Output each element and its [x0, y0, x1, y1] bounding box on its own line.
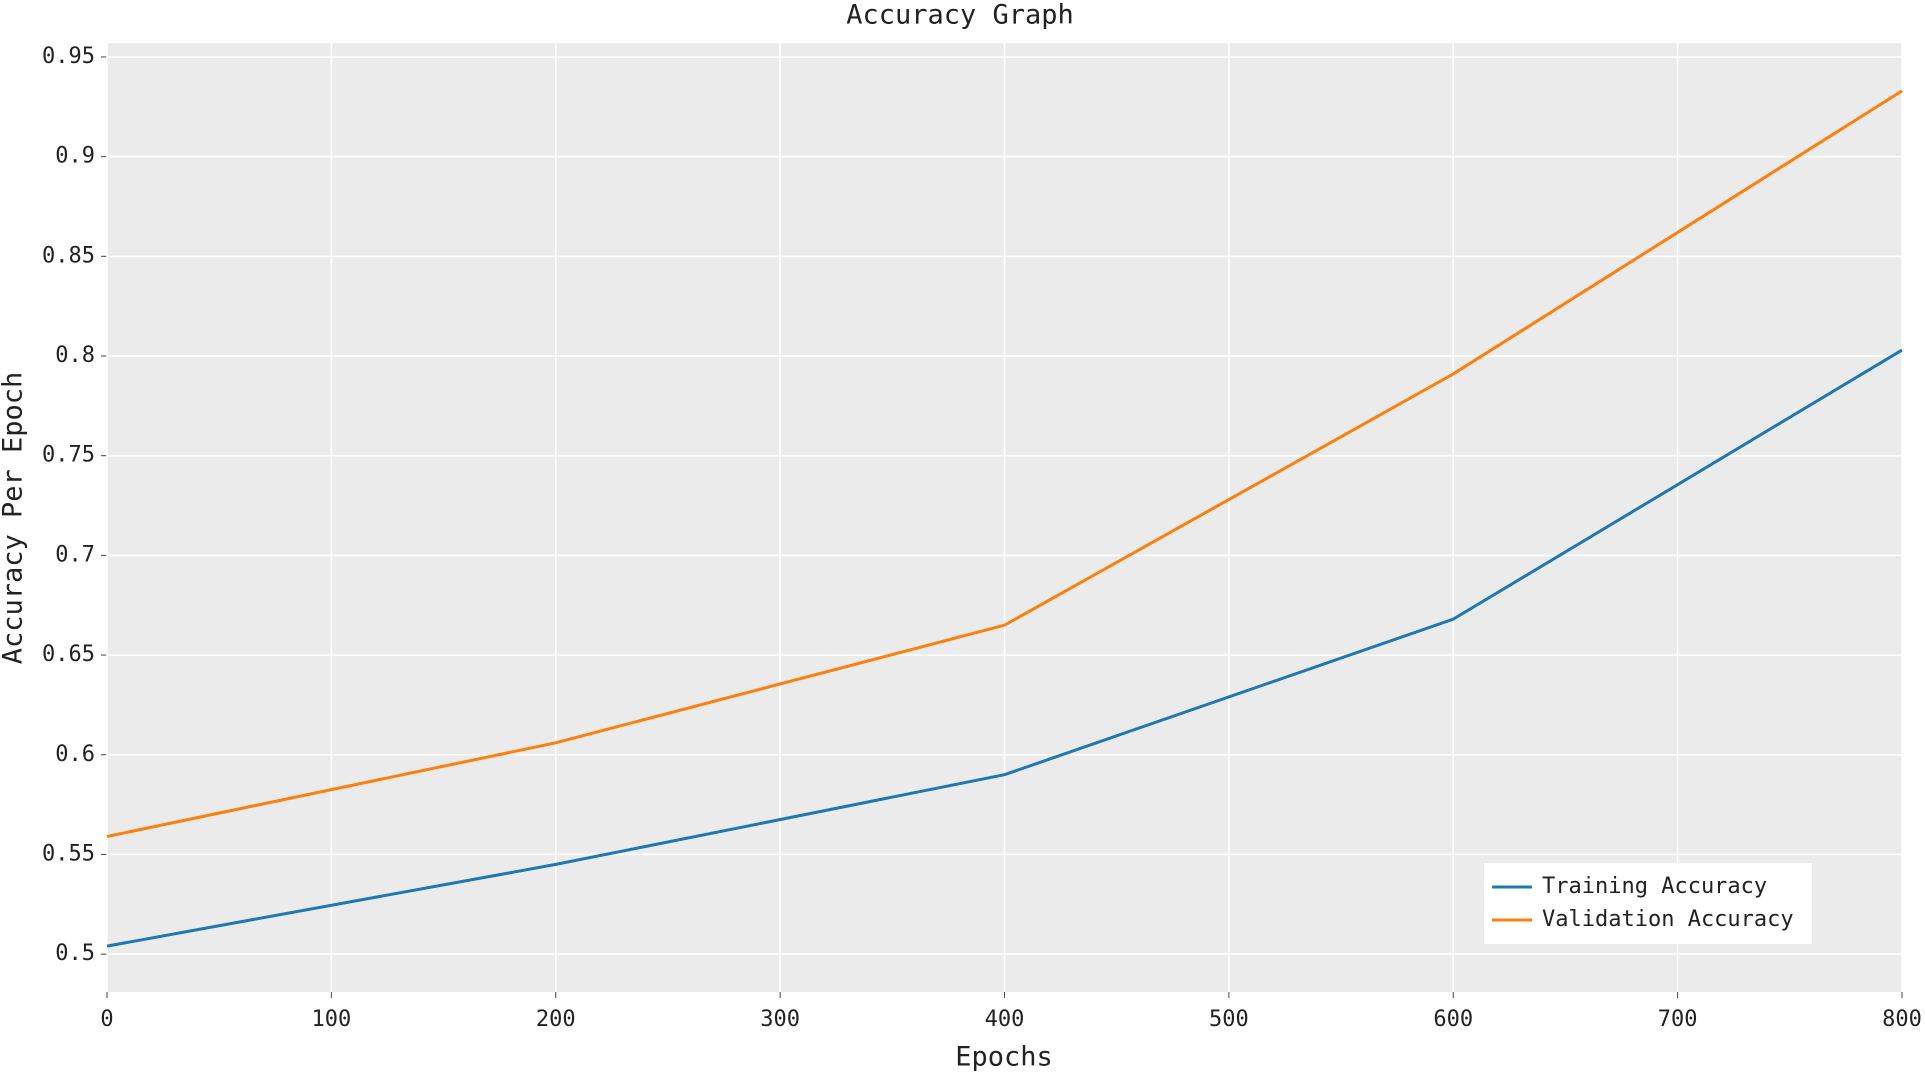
y-tick-label: 0.9 — [55, 144, 95, 169]
x-tick-label: 100 — [312, 1007, 352, 1032]
y-tick-label: 0.85 — [42, 243, 95, 268]
x-tick-label: 0 — [100, 1007, 113, 1032]
legend-label: Validation Accuracy — [1542, 907, 1794, 932]
y-tick-label: 0.65 — [42, 642, 95, 667]
x-tick-label: 600 — [1433, 1007, 1473, 1032]
y-tick-label: 0.5 — [55, 941, 95, 966]
legend-label: Training Accuracy — [1542, 874, 1767, 899]
y-tick-label: 0.75 — [42, 443, 95, 468]
y-tick-label: 0.7 — [55, 542, 95, 567]
y-tick-label: 0.55 — [42, 841, 95, 866]
y-tick-label: 0.6 — [55, 742, 95, 767]
line-series — [106, 89, 1903, 838]
x-tick-label: 400 — [985, 1007, 1025, 1032]
x-tick-label: 700 — [1658, 1007, 1698, 1032]
x-axis-label: Epochs — [955, 1042, 1053, 1073]
x-tick-label: 500 — [1209, 1007, 1249, 1032]
chart-title: Accuracy Graph — [846, 0, 1074, 31]
line-series — [106, 348, 1903, 948]
y-axis-label: Accuracy Per Epoch — [0, 372, 29, 665]
x-tick-label: 800 — [1882, 1007, 1922, 1032]
x-tick-label: 300 — [760, 1007, 800, 1032]
y-tick-label: 0.95 — [42, 44, 95, 69]
y-tick-label: 0.8 — [55, 343, 95, 368]
legend-box — [1484, 863, 1812, 944]
x-tick-label: 200 — [536, 1007, 576, 1032]
